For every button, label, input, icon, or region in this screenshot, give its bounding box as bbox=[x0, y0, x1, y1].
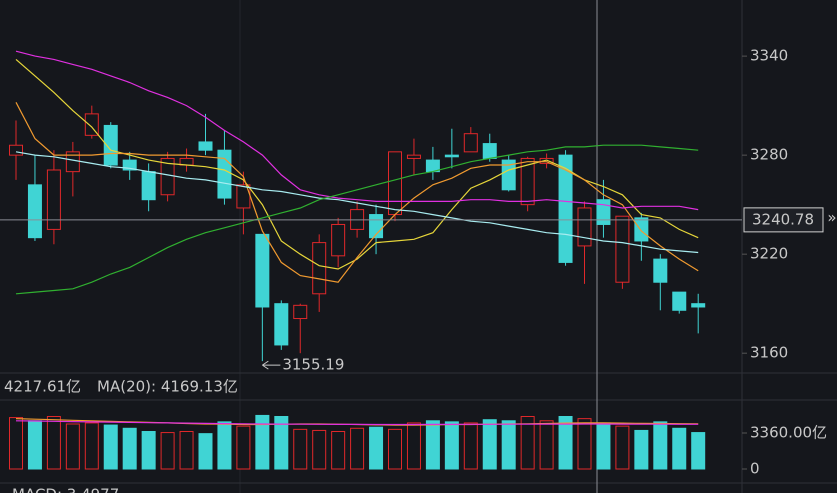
volume-bar bbox=[274, 416, 289, 470]
candle-body bbox=[672, 291, 687, 311]
candle-body bbox=[331, 223, 346, 257]
volume-bar bbox=[577, 418, 592, 470]
crosshair-price-label: 3240.78 bbox=[752, 210, 814, 228]
volume-bar bbox=[312, 429, 327, 470]
candle-body bbox=[84, 113, 99, 136]
volume-bar bbox=[653, 421, 668, 470]
candle-body bbox=[520, 157, 535, 206]
candle-body bbox=[406, 154, 421, 159]
volume-bar bbox=[615, 425, 630, 470]
candle-body bbox=[122, 159, 137, 171]
candle-body bbox=[255, 233, 270, 308]
volume-legend: MA(20): 4169.13亿 bbox=[97, 378, 238, 396]
y-tick-label: 3340 bbox=[750, 47, 788, 65]
volume-bar bbox=[65, 423, 80, 470]
volume-bar bbox=[520, 416, 535, 470]
y-tick-label: 0 bbox=[750, 460, 760, 478]
volume-bar bbox=[672, 427, 687, 470]
volume-bar bbox=[255, 414, 270, 470]
volume-bar bbox=[103, 424, 118, 470]
y-tick-label: 3360.00亿 bbox=[750, 424, 827, 442]
ma-line bbox=[15, 102, 699, 283]
volume-bar bbox=[160, 432, 175, 470]
volume-bar bbox=[27, 420, 42, 470]
volume-bar bbox=[501, 420, 516, 470]
volume-bar bbox=[179, 431, 194, 470]
candle-body bbox=[501, 159, 516, 191]
volume-bar bbox=[331, 431, 346, 470]
volume-bar bbox=[350, 427, 365, 470]
expand-icon[interactable]: » bbox=[827, 209, 836, 227]
candle-body bbox=[198, 141, 213, 151]
y-tick-label: 3160 bbox=[750, 344, 788, 362]
volume-bar bbox=[634, 429, 649, 470]
candle-body bbox=[217, 149, 232, 199]
volume-bar bbox=[236, 425, 251, 470]
candle-body bbox=[615, 215, 630, 283]
candle-body bbox=[596, 199, 611, 225]
volume-bar bbox=[46, 416, 61, 470]
ma-line bbox=[15, 144, 699, 295]
candle-body bbox=[312, 242, 327, 295]
candle-body bbox=[634, 217, 649, 242]
candle-body bbox=[46, 169, 61, 230]
macd-label: MACD: 3.4977 bbox=[12, 486, 119, 493]
volume-bar bbox=[369, 426, 384, 470]
candle-body bbox=[558, 154, 573, 263]
volume-bar bbox=[198, 433, 213, 470]
volume-bar bbox=[539, 420, 554, 470]
volume-bar bbox=[463, 422, 478, 470]
candle-body bbox=[691, 303, 706, 308]
volume-bar bbox=[425, 420, 440, 470]
ma-line bbox=[15, 151, 699, 254]
volume-bar bbox=[217, 421, 232, 470]
candle-body bbox=[482, 143, 497, 159]
candle-body bbox=[444, 154, 459, 158]
candle-body bbox=[653, 258, 668, 283]
candle-body bbox=[539, 157, 554, 164]
volume-legend: 4217.61亿 bbox=[4, 378, 81, 396]
volume-bar bbox=[388, 428, 402, 470]
ma-line bbox=[15, 50, 699, 211]
volume-bar bbox=[293, 428, 308, 470]
ma-line bbox=[15, 420, 699, 426]
low-label: 3155.19 bbox=[282, 356, 344, 374]
volume-bar bbox=[9, 417, 23, 470]
volume-bar bbox=[84, 422, 99, 470]
y-tick-label: 3220 bbox=[750, 245, 788, 263]
candle-body bbox=[293, 304, 308, 320]
volume-bar bbox=[558, 416, 573, 470]
price-box bbox=[743, 207, 824, 233]
candle-body bbox=[141, 171, 156, 201]
volume-bar bbox=[141, 431, 156, 470]
volume-bar bbox=[444, 421, 459, 470]
candle-body bbox=[9, 144, 23, 156]
volume-bar bbox=[596, 422, 611, 470]
volume-bar bbox=[122, 427, 137, 470]
candle-body bbox=[463, 133, 478, 153]
volume-bar bbox=[406, 422, 421, 470]
candle-body bbox=[103, 124, 118, 166]
low-arrow bbox=[262, 360, 281, 370]
candle-body bbox=[27, 184, 42, 239]
y-tick-label: 3280 bbox=[750, 146, 788, 164]
volume-bar bbox=[482, 419, 497, 470]
candle-body bbox=[388, 151, 402, 216]
volume-bar bbox=[691, 432, 706, 470]
candle-body bbox=[577, 207, 592, 247]
candle-body bbox=[274, 303, 289, 346]
